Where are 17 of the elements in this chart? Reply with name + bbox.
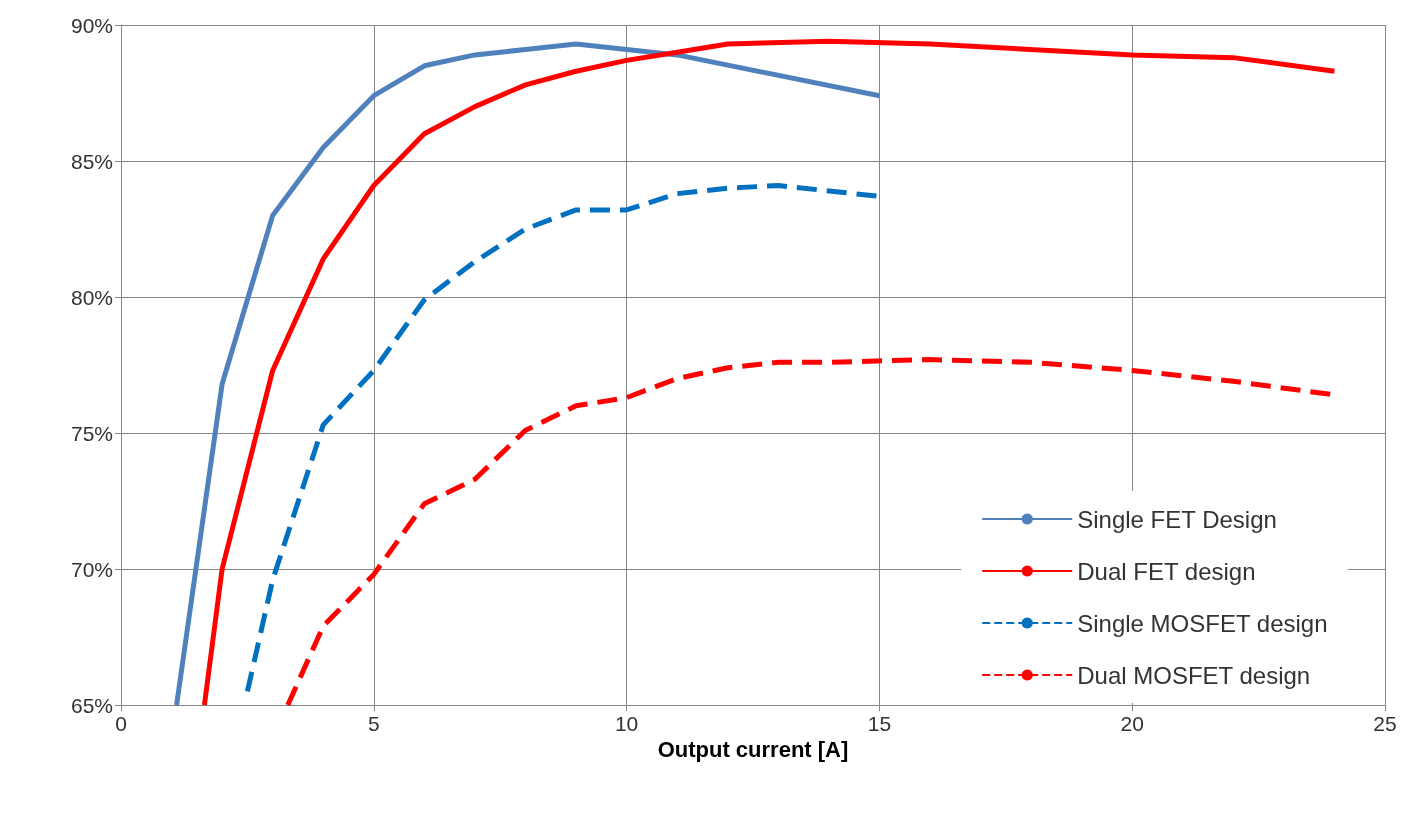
y-tick-label: 70% [70, 557, 113, 581]
legend-label: Dual FET design [1077, 557, 1256, 585]
legend-label: Dual MOSFET design [1077, 661, 1311, 689]
x-tick-label: 15 [867, 712, 892, 735]
x-tick-label: 10 [614, 712, 639, 735]
legend-label: Single MOSFET design [1077, 609, 1328, 637]
x-tick-label: 25 [1373, 712, 1397, 735]
y-tick-label: 90% [70, 13, 113, 37]
y-tick-label: 65% [70, 693, 113, 717]
legend-label: Single FET Design [1077, 505, 1277, 533]
x-tick-label: 5 [367, 712, 380, 735]
x-axis-title: Output current [A] [657, 737, 849, 763]
y-tick-label: 75% [70, 421, 113, 445]
x-tick-label: 20 [1120, 712, 1144, 735]
y-tick-label: 80% [70, 285, 113, 309]
y-tick-label: 85% [70, 149, 113, 173]
x-tick-label: 0 [115, 712, 127, 735]
